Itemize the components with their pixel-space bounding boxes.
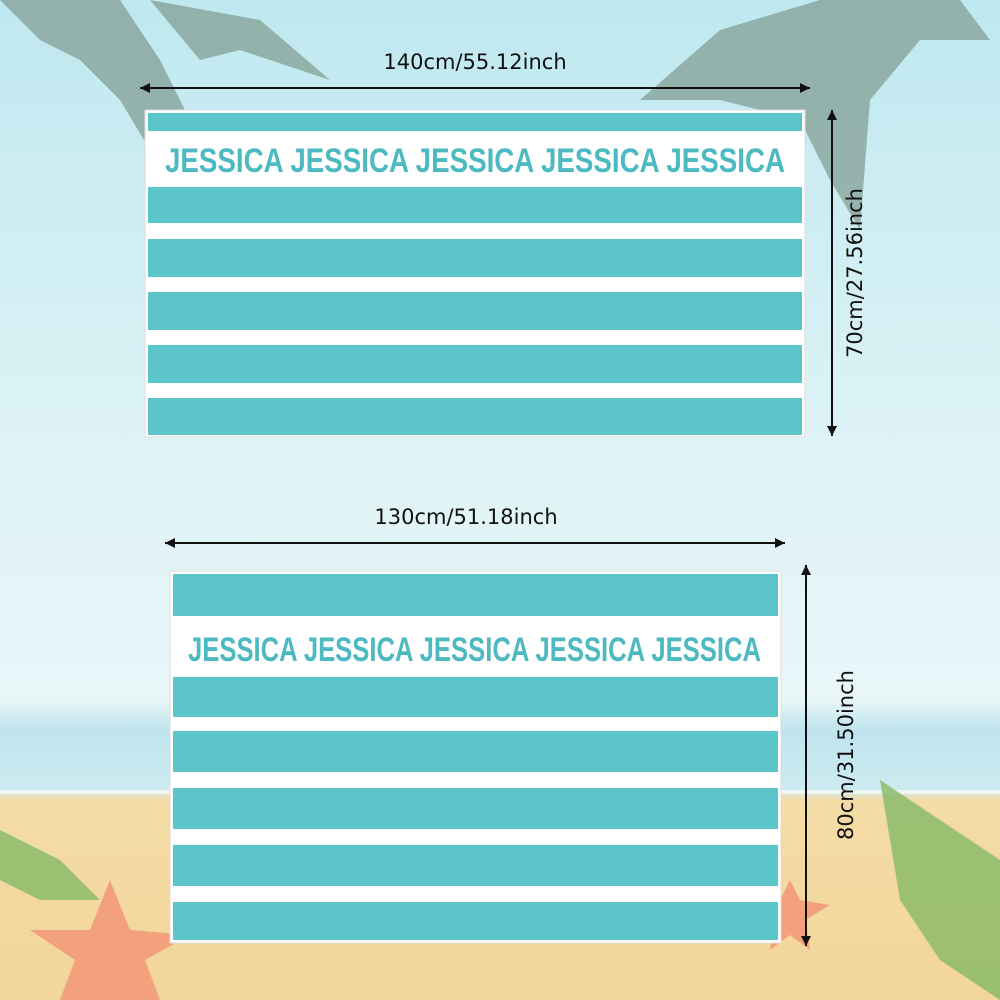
bottom-stripe	[173, 845, 778, 886]
top-width-label: 140cm/55.12inch	[383, 50, 567, 74]
top-width-arrow-head	[140, 83, 150, 93]
palm-leaves-right	[640, 0, 990, 230]
top-height-arrow-head	[827, 110, 837, 120]
bottom-width-arrow-head	[165, 538, 175, 548]
top-width-arrow-head	[800, 83, 810, 93]
bottom-stripe	[173, 677, 778, 717]
top-stripe	[148, 345, 802, 383]
top-height-label: 70cm/27.56inch	[843, 188, 867, 358]
top-stripe	[148, 398, 802, 435]
top-stripe	[148, 239, 802, 277]
top-name-text: JESSICA JESSICA JESSICA JESSICA JESSICA	[165, 142, 785, 180]
bottom-name-text: JESSICA JESSICA JESSICA JESSICA JESSICA	[188, 631, 761, 669]
bottom-height-label: 80cm/31.50inch	[834, 670, 858, 840]
starfish-left	[30, 880, 190, 1000]
plant-leaves	[0, 780, 1000, 1000]
bottom-width-arrow-head	[775, 538, 785, 548]
top-stripe	[148, 113, 802, 131]
bottom-stripe	[173, 731, 778, 772]
bottom-height-arrow-head	[801, 936, 811, 946]
bottom-stripe	[173, 574, 778, 616]
bottom-stripe	[173, 902, 778, 940]
bottom-height-arrow-head	[801, 565, 811, 575]
top-height-arrow-head	[827, 426, 837, 436]
top-stripe	[148, 187, 802, 223]
bottom-stripe	[173, 788, 778, 829]
bottom-width-label: 130cm/51.18inch	[374, 505, 558, 529]
top-stripe	[148, 292, 802, 330]
palm-leaves-left	[0, 0, 330, 200]
